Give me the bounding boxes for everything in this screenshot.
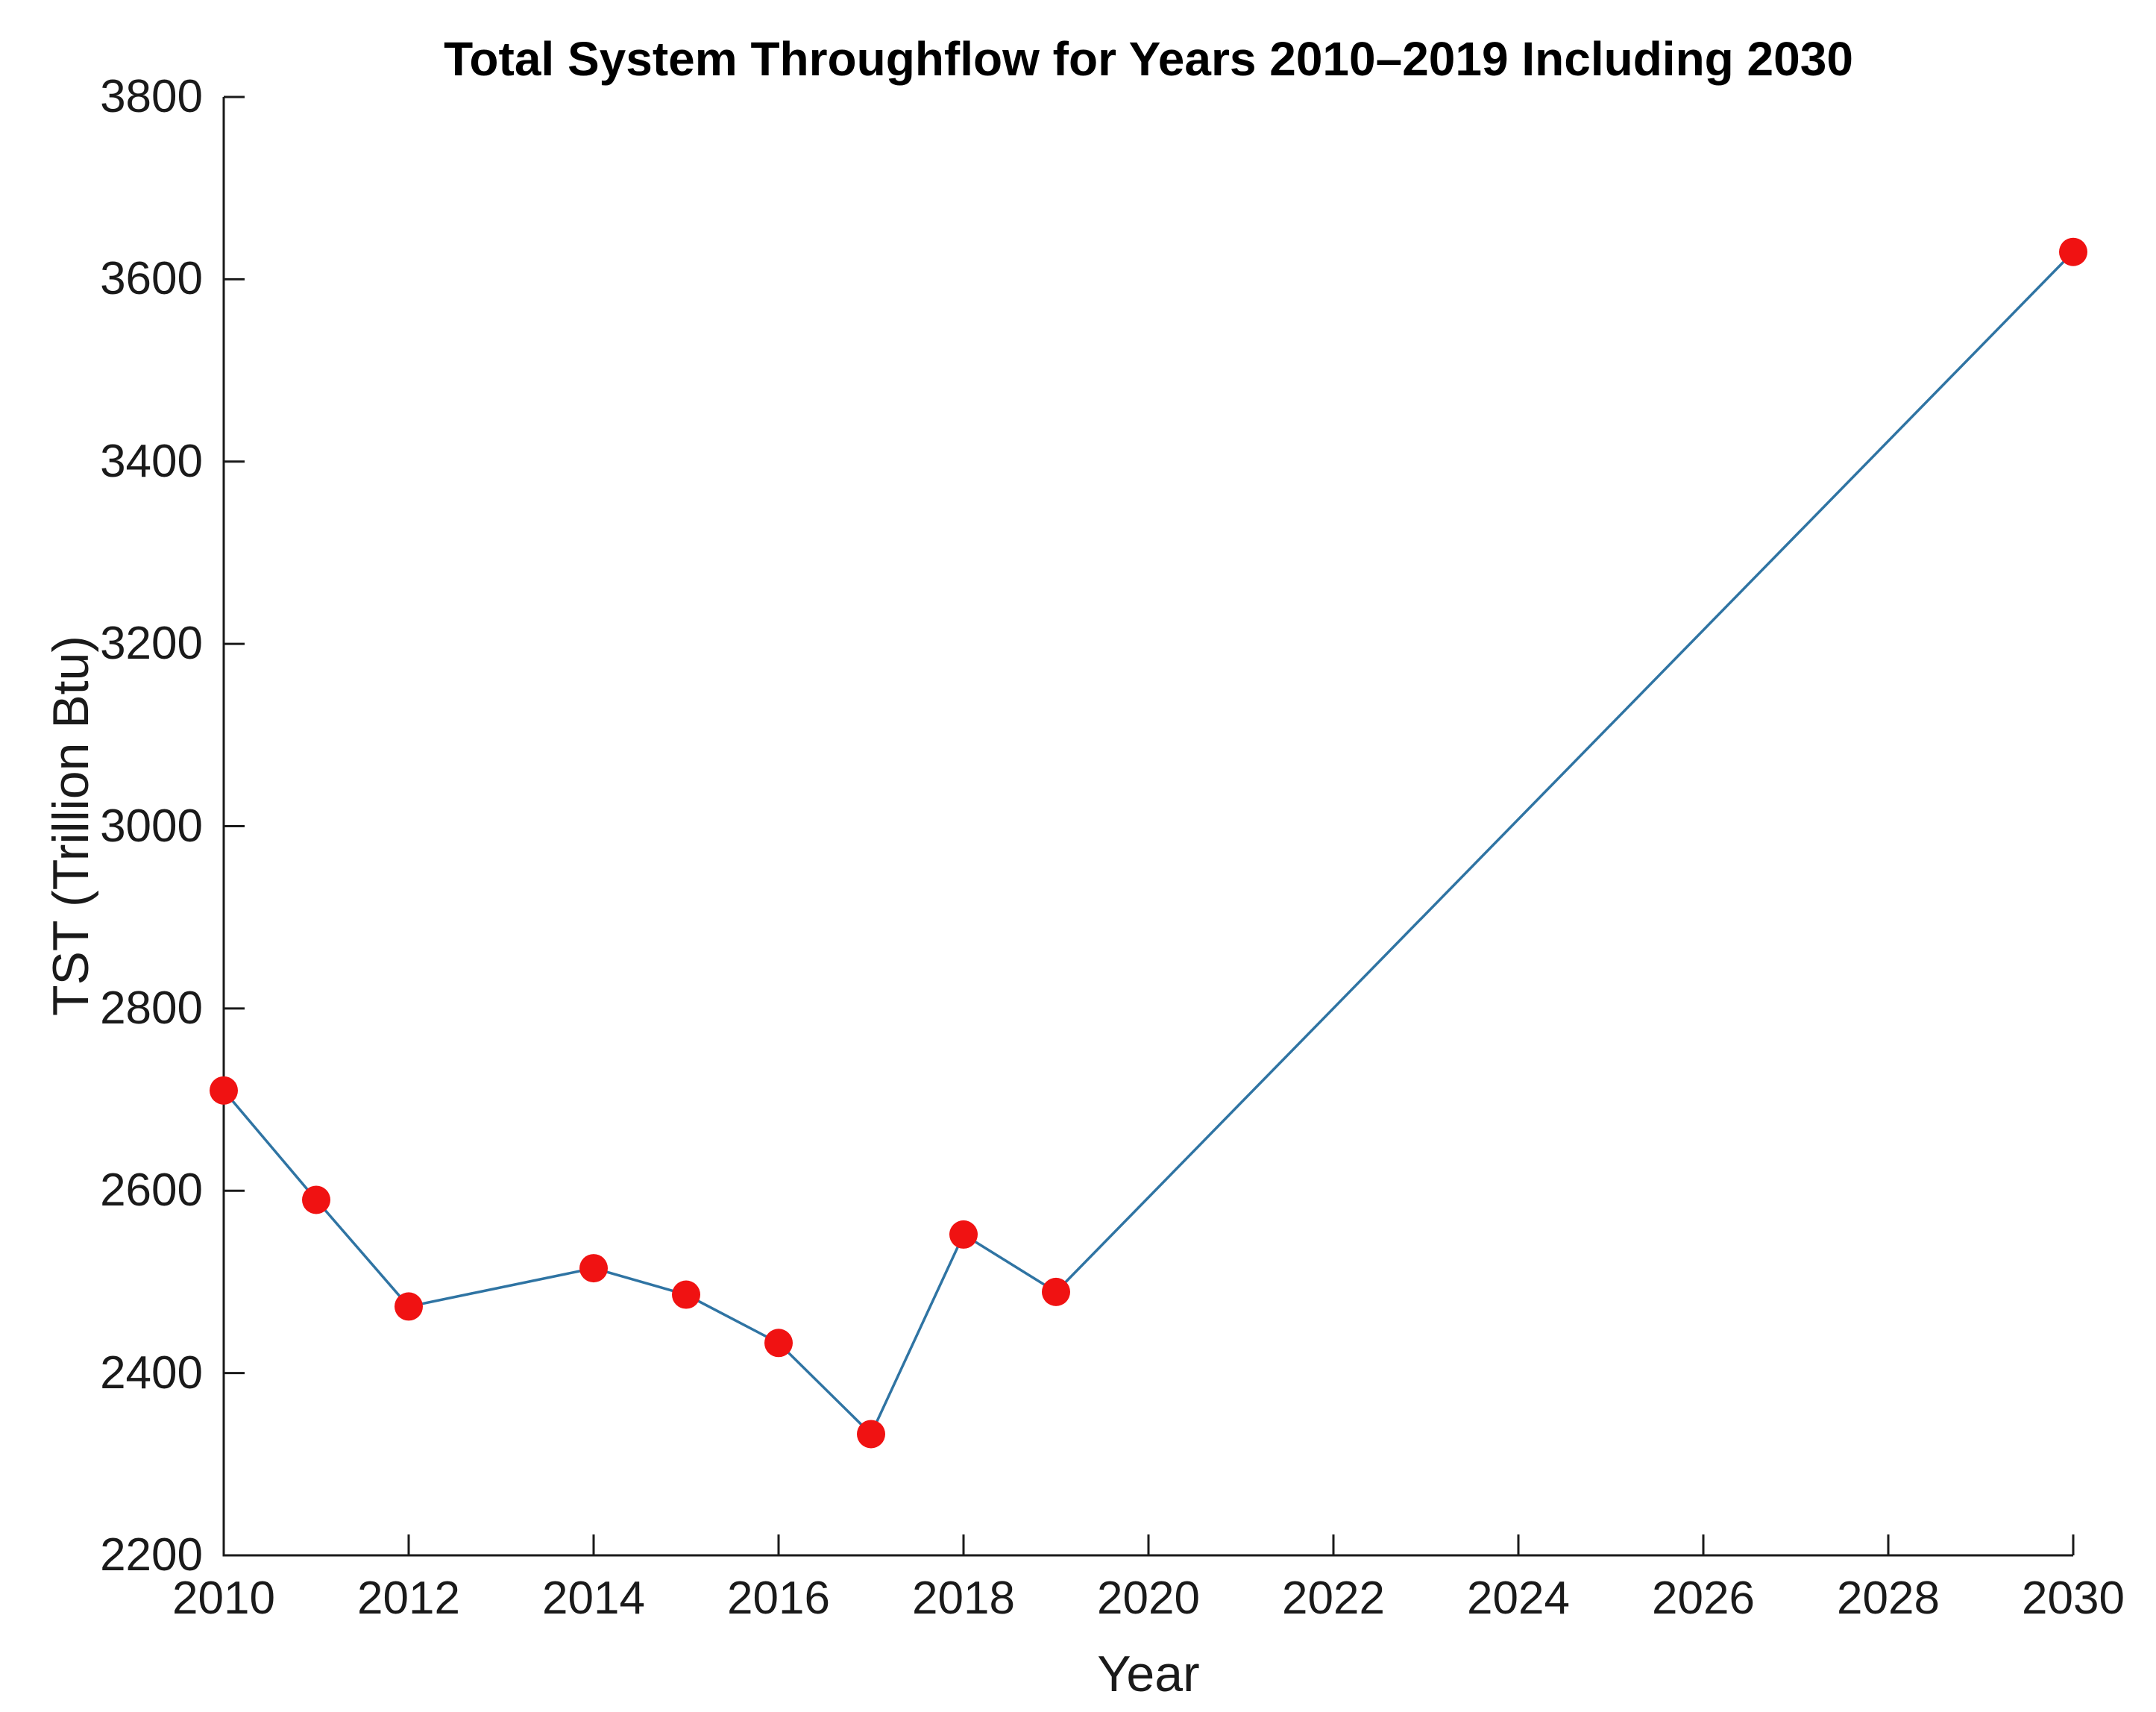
data-point-2016: [764, 1329, 793, 1358]
x-tick-label: 2030: [2022, 1573, 2125, 1624]
chart-title: Total System Throughflow for Years 2010–…: [444, 32, 1853, 86]
data-point-2011: [302, 1185, 330, 1214]
y-tick-label: 2200: [100, 1529, 203, 1581]
y-tick-label: 3800: [100, 71, 203, 122]
data-point-2017: [857, 1420, 885, 1449]
y-tick-label: 2800: [100, 982, 203, 1034]
series-line: [222, 251, 2075, 1437]
data-point-2014: [579, 1254, 608, 1283]
x-tick-label: 2018: [912, 1573, 1015, 1624]
x-tick-label: 2012: [357, 1573, 460, 1624]
data-point-2030: [2059, 237, 2087, 266]
x-tick-label: 2010: [172, 1573, 275, 1624]
data-point-2019: [1042, 1277, 1070, 1306]
x-tick-label: 2024: [1467, 1573, 1570, 1624]
x-tick-label: 2022: [1282, 1573, 1385, 1624]
y-tick-label: 3600: [100, 253, 203, 305]
data-point-2015: [672, 1280, 700, 1309]
x-tick-label: 2028: [1837, 1573, 1940, 1624]
y-tick-label: 3400: [100, 435, 203, 487]
y-tick-label: 2400: [100, 1346, 203, 1399]
x-tick-label: 2016: [727, 1573, 830, 1624]
y-tick-label: 3200: [100, 618, 203, 670]
x-axis-label: Year: [1097, 1646, 1200, 1702]
y-tick-label: 2600: [100, 1164, 203, 1217]
data-point-2012: [395, 1292, 423, 1321]
data-point-2018: [949, 1220, 978, 1249]
y-tick-label: 3000: [100, 800, 203, 852]
data-point-2010: [210, 1076, 238, 1105]
x-tick-label: 2020: [1097, 1573, 1200, 1624]
x-tick-label: 2014: [542, 1573, 645, 1624]
x-tick-label: 2026: [1652, 1573, 1755, 1624]
